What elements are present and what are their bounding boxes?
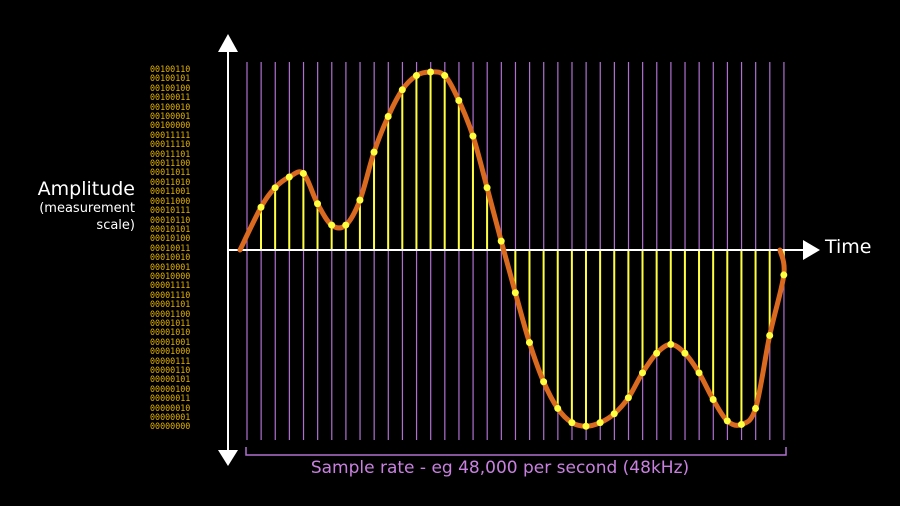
binary-value: 00011011 (150, 167, 191, 178)
sample-point (497, 237, 505, 245)
time-arrow (803, 240, 820, 260)
sample-point (752, 404, 760, 412)
binary-value: 00100110 (150, 64, 191, 74)
binary-value: 00100000 (150, 120, 191, 131)
amplitude-arrow-down (218, 450, 238, 466)
binary-value: 00001010 (150, 327, 191, 338)
sample-point (667, 340, 675, 348)
sample-rate-label: Sample rate - eg 48,000 per second (48kH… (310, 458, 690, 478)
sample-point (695, 369, 703, 377)
binary-value: 00010010 (150, 252, 191, 263)
sample-point (257, 203, 265, 211)
sample-point (483, 184, 491, 192)
binary-value: 00000001 (150, 412, 191, 423)
binary-value: 00011010 (150, 176, 191, 187)
sample-rate-bracket (245, 447, 787, 456)
binary-value: 00010101 (150, 223, 191, 234)
waveform-curve (237, 69, 787, 429)
binary-value: 00000101 (150, 374, 191, 385)
sample-point (540, 378, 548, 386)
binary-value: 00000000 (150, 421, 191, 432)
sample-point (653, 349, 661, 357)
sample-point (639, 369, 647, 377)
binary-value: 00011110 (150, 139, 191, 150)
sample-point (469, 132, 477, 140)
sample-point (681, 349, 689, 357)
binary-value: 00100100 (150, 82, 191, 93)
binary-value: 00000111 (150, 355, 191, 366)
binary-value: 00000010 (150, 402, 191, 413)
binary-value: 00001110 (150, 289, 191, 300)
binary-value: 00011001 (150, 186, 191, 197)
binary-value: 00010011 (150, 242, 191, 253)
binary-value: 00011101 (150, 148, 191, 159)
binary-value: 00000110 (150, 365, 191, 375)
sample-point (328, 221, 336, 229)
binary-value: 00001111 (150, 280, 191, 291)
binary-value: 00001000 (150, 346, 191, 357)
measurement-scale-line-2: scale) (96, 218, 135, 233)
binary-value: 00010100 (150, 233, 191, 244)
sample-point (370, 148, 378, 156)
sample-point (582, 422, 590, 430)
sample-points (257, 68, 788, 430)
sample-point (525, 339, 533, 347)
sample-point (780, 271, 788, 279)
measurement-scale-line-1: (measurement (39, 201, 135, 216)
sample-stems (260, 72, 785, 427)
sample-point (427, 68, 435, 76)
sample-point (455, 96, 463, 104)
sample-point (285, 173, 293, 181)
binary-value: 00011100 (150, 158, 191, 169)
sample-point (624, 394, 632, 402)
sample-point (610, 410, 618, 418)
binary-value: 00010110 (150, 214, 191, 225)
measurement-scale-label: (measurement scale) (10, 200, 135, 234)
sample-point (737, 420, 745, 428)
binary-value: 00010111 (150, 205, 191, 216)
sample-point (441, 72, 449, 80)
amplitude-label: Amplitude (37, 178, 135, 200)
binary-value: 00010001 (150, 261, 191, 272)
sample-point (398, 86, 406, 94)
binary-value: 00010000 (150, 270, 191, 281)
sample-point (299, 169, 307, 177)
sample-point (723, 417, 731, 425)
sample-point (314, 200, 322, 208)
sample-point (511, 289, 519, 297)
sample-point (568, 419, 576, 427)
binary-value: 00001011 (150, 317, 191, 328)
amplitude-arrow-up (218, 34, 238, 52)
sample-point (709, 396, 717, 404)
time-label: Time (825, 236, 872, 258)
binary-value: 00000011 (150, 393, 191, 404)
binary-value: 00011000 (150, 195, 191, 206)
binary-value: 00000100 (150, 383, 191, 394)
binary-value: 00100011 (150, 92, 191, 103)
binary-value: 00100001 (150, 111, 191, 122)
sample-point (596, 419, 604, 427)
binary-value: 00001101 (150, 299, 191, 310)
binary-value: 00100010 (150, 101, 191, 112)
sample-point (271, 184, 279, 192)
sample-point (384, 113, 392, 120)
sample-point (412, 72, 420, 80)
sample-point (342, 221, 350, 229)
binary-value: 00011111 (150, 129, 191, 140)
binary-value: 00100101 (150, 73, 191, 84)
binary-value: 00001100 (150, 308, 191, 319)
sample-point (766, 331, 774, 339)
binary-value: 00001001 (150, 336, 191, 347)
sample-point (554, 404, 562, 412)
binary-measurement-scale: 00100110 00100101 00100100 00100011 00100010… (150, 64, 210, 432)
sample-point (356, 196, 364, 204)
